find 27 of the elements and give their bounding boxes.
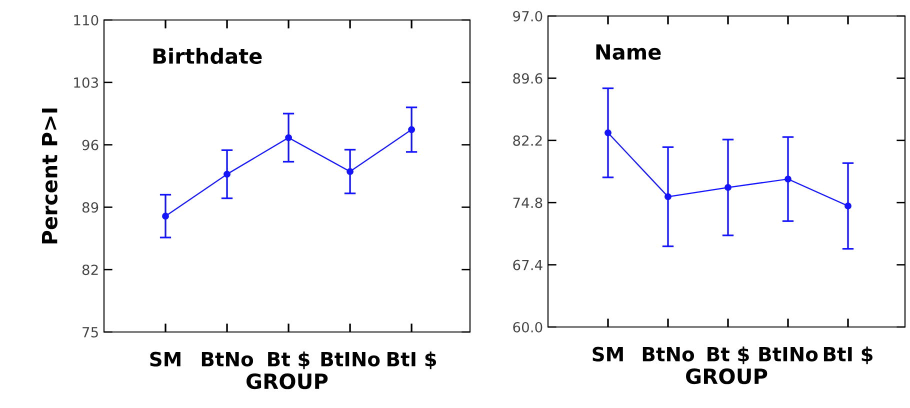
x-tick-label: SM [150,352,180,366]
y-tick-label: 82.2 [513,135,542,146]
x-tick-label: BtI $ [388,351,436,370]
x-tick-label: BtINo [321,352,380,366]
x-tick-label: BtNo [202,352,254,366]
y-tick-label: 97.0 [513,10,542,22]
x-tick-label: Bt $ [268,351,310,370]
y-tick-label: 89.6 [513,73,542,84]
text: Birthdate [153,48,262,64]
y-tick-label: 60.0 [513,322,542,332]
y-tick-label: 103 [74,77,98,88]
y-tick-label: 82 [82,264,98,276]
y-axis-title: Percent P>I [42,108,58,244]
text: Name [596,44,661,60]
x-axis-title: GROUP [686,368,768,384]
y-tick-label: 67.4 [513,260,542,270]
y-tick-label: 75 [82,327,98,338]
x-tick-label: BtINo [759,347,818,362]
y-tick-label: 74.8 [513,198,542,208]
x-tick-label: BtNo [642,347,694,362]
y-tick-label: 96 [82,140,98,150]
x-tick-label: BtI $ [824,346,873,364]
x-tick-label: SM [592,346,623,362]
x-tick-label: Bt $ [708,346,749,364]
y-tick-label: 110 [74,14,98,26]
y-tick-label: 89 [82,202,98,213]
x-axis-title: GROUP [246,373,328,390]
